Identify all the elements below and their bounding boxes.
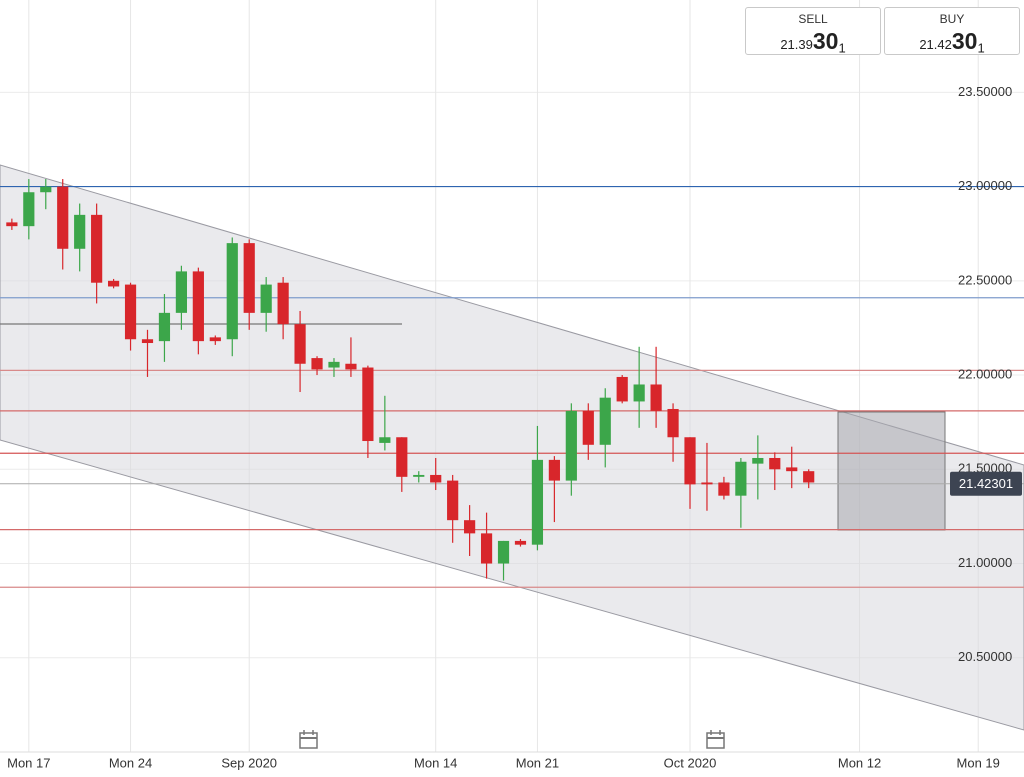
y-tick-label: 20.50000 (958, 649, 1012, 664)
candle-body (192, 271, 204, 342)
x-tick-label: Mon 12 (838, 755, 881, 770)
candle-body (277, 282, 289, 325)
candle-body (311, 358, 323, 370)
candle-body (548, 459, 560, 481)
candle-body (57, 186, 69, 249)
candle-body (413, 474, 425, 477)
candle-body (616, 376, 628, 402)
candle-body (769, 457, 781, 470)
y-tick-label: 22.00000 (958, 366, 1012, 381)
candle-body (345, 363, 357, 370)
candle-body (226, 243, 238, 340)
candle-body (6, 222, 18, 227)
candle-body (260, 284, 272, 313)
candle-body (497, 540, 510, 564)
candle-body (294, 324, 306, 364)
candle-body (735, 461, 747, 496)
candle-body (40, 186, 52, 193)
y-tick-label: 23.50000 (958, 84, 1012, 99)
candle-body (650, 384, 662, 411)
buy-button[interactable]: BUY 21.42301 (884, 7, 1020, 56)
candle-body (667, 408, 679, 438)
candle-body (514, 540, 527, 545)
sell-button[interactable]: SELL 21.39301 (745, 7, 881, 56)
calendar-icon (706, 730, 725, 749)
last-price-label: 21.42301 (959, 476, 1013, 491)
buy-fraction: 1 (977, 40, 985, 56)
candle-body (175, 271, 187, 313)
candle-body (718, 482, 730, 496)
sell-price: 21.39 (780, 37, 813, 52)
candle-body (803, 471, 815, 483)
sell-pips: 30 (812, 28, 839, 54)
buy-price: 21.42 (919, 37, 952, 52)
candle-body (786, 467, 798, 472)
calendar-icon (299, 730, 318, 749)
candle-body (91, 214, 103, 283)
channel (0, 164, 1024, 731)
x-tick-label: Mon 21 (516, 755, 559, 770)
candle-body (447, 480, 459, 521)
candle-body (480, 533, 493, 564)
candle-body (684, 437, 696, 485)
sell-label: SELL (798, 12, 828, 26)
candle-body (107, 280, 120, 287)
candle-body (565, 410, 577, 481)
candle-body (752, 457, 764, 464)
candle-body (464, 520, 476, 534)
candle-body (362, 367, 374, 442)
x-tick-label: Mon 19 (957, 755, 1000, 770)
y-tick-label: 22.50000 (958, 272, 1012, 287)
candle-body (396, 437, 408, 477)
last-price-box (950, 471, 1022, 496)
candle-body (158, 312, 171, 342)
candle-body (209, 337, 221, 342)
drawings (0, 164, 1024, 731)
candle-body (328, 361, 340, 368)
candle-body (430, 474, 442, 483)
candle-body (23, 192, 35, 227)
y-tick-label: 21.00000 (958, 555, 1012, 570)
buy-pips: 30 (951, 28, 978, 54)
x-tick-label: Sep 2020 (221, 755, 277, 770)
candle-body (582, 410, 594, 445)
x-tick-label: Mon 17 (7, 755, 50, 770)
buy-label: BUY (939, 12, 965, 26)
candle-body (74, 214, 86, 249)
candle-body (701, 482, 713, 485)
candle-body (379, 437, 391, 443)
candle-body (531, 459, 544, 545)
x-tick-label: Oct 2020 (664, 755, 717, 770)
y-tick-label: 23.00000 (958, 178, 1012, 193)
sell-fraction: 1 (838, 40, 846, 56)
candle-body (599, 397, 611, 445)
candle-body (243, 243, 255, 313)
zone-box (837, 411, 946, 531)
x-tick-label: Mon 24 (109, 755, 152, 770)
candle-body (141, 339, 154, 344)
candle-body (633, 384, 645, 402)
x-tick-label: Mon 14 (414, 755, 457, 770)
candle-body (124, 284, 137, 340)
